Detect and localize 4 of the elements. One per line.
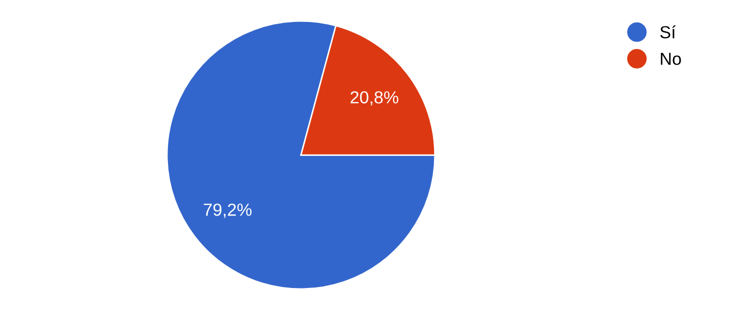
data-label: 20,8% [350, 91, 398, 106]
legend-label: Sí [660, 25, 676, 38]
data-label: 79,2% [204, 204, 252, 218]
legend-label: No [660, 52, 681, 65]
